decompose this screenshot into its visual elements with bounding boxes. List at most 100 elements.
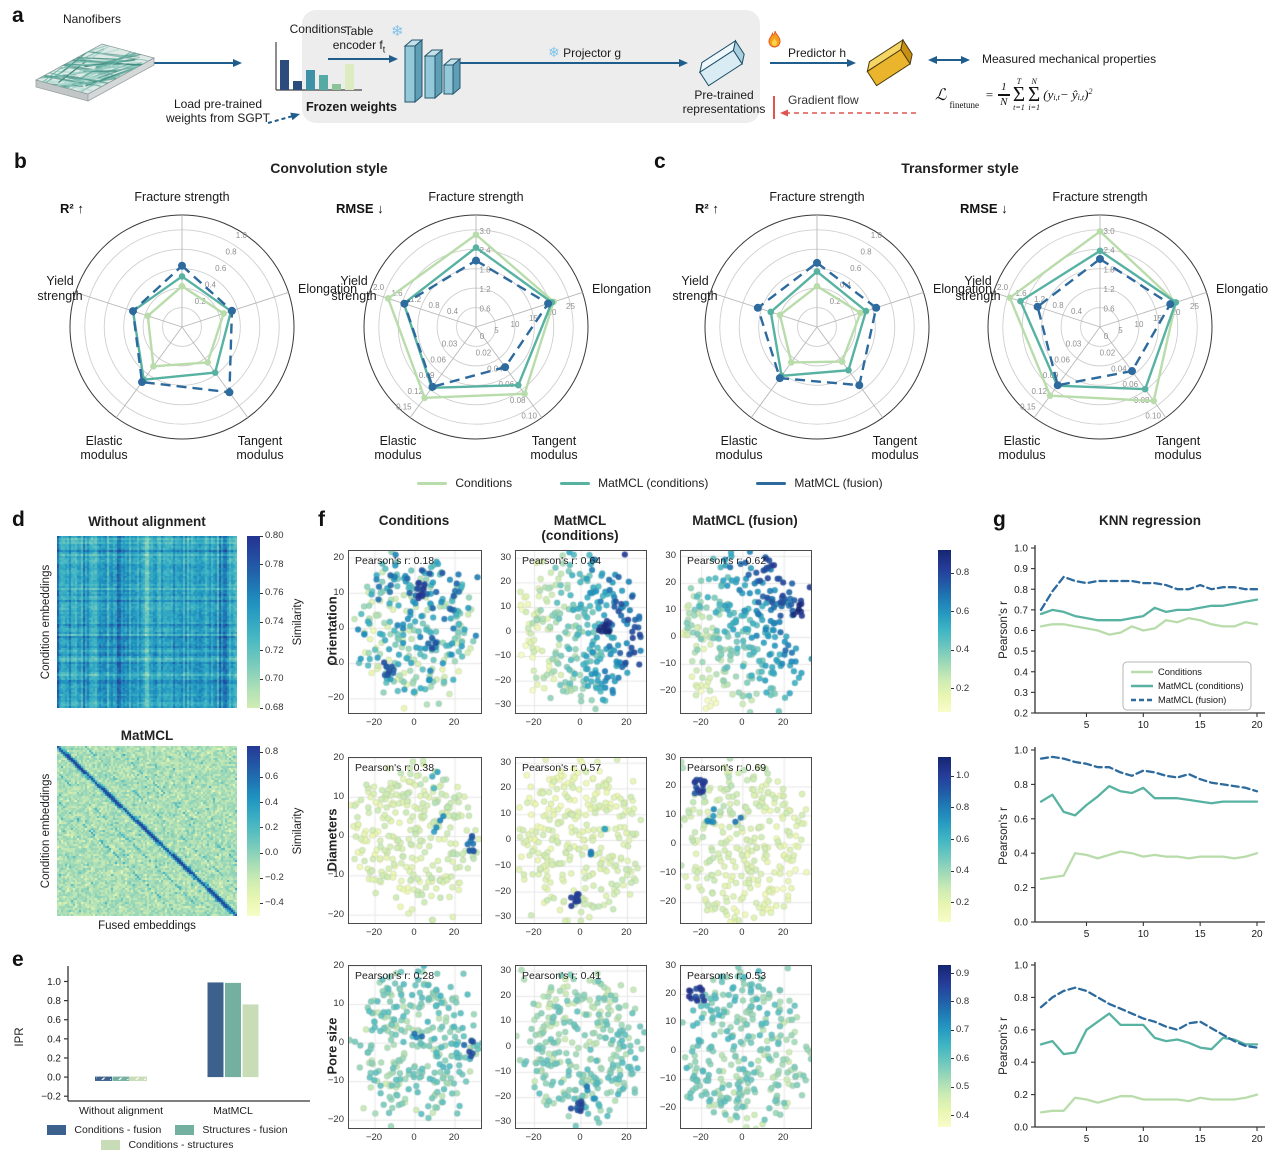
y-tick: 20	[665, 576, 676, 588]
panel-b-label: b	[14, 150, 27, 173]
y-tick: 10	[500, 1015, 511, 1027]
chart-text: 0.08	[510, 396, 526, 405]
scatter-plot: Pearson's r: 0.38 20 10 0 −10 −20 −20 0 20	[308, 743, 486, 942]
y-tick: 20	[665, 987, 676, 999]
chart-text: 0.8	[1014, 993, 1028, 1004]
chart-text: 0.15	[1020, 403, 1036, 412]
chart-text: Fracture strength	[428, 190, 523, 204]
chart-text: 20	[1251, 720, 1263, 731]
y-tick: 20	[333, 959, 344, 971]
chart-text: 15	[1195, 720, 1207, 731]
x-tick: 20	[621, 1132, 632, 1143]
legend-swatch-conditions-fusion	[47, 1125, 67, 1135]
predictor-label: Predictor h	[788, 46, 847, 60]
legend-item: Structures - fusion	[175, 1124, 288, 1136]
y-tick: 20	[665, 780, 676, 792]
panel-c-label: c	[654, 150, 666, 173]
scatter-plot: Pearson's r: 0.53 30 20 10 0 −10 −20 −20 0 20	[640, 951, 816, 1147]
chart-text: 1.2	[410, 295, 422, 304]
chart-text: 0.6	[1103, 305, 1115, 314]
scatter-canvas	[680, 550, 812, 714]
x-tick: 20	[448, 1132, 460, 1143]
x-tick: 0	[577, 1132, 583, 1143]
chart-text: 0.10	[1145, 412, 1161, 421]
legend-swatch-structures-fusion	[175, 1125, 195, 1135]
x-tick: 0	[739, 927, 745, 938]
scatter-col-title-matmcl-fusion: MatMCL (fusion)	[692, 513, 798, 528]
x-tick: 20	[777, 927, 789, 938]
chart-text: Elastic	[1004, 434, 1041, 448]
chart-text: 2.4	[1103, 246, 1115, 255]
chart-text: 10	[1138, 929, 1150, 940]
chart-text: 0.6	[1014, 626, 1028, 637]
pearson-r-label: Pearson's r: 0.38	[355, 762, 435, 774]
x-tick: 20	[448, 717, 460, 728]
radar-chart-convolution-rmse: RMSE ↓ Fracture strength Elongation Tangent…	[331, 190, 651, 462]
chart-text: Tangent	[238, 434, 283, 448]
y-tick: 10	[500, 600, 511, 612]
chart-text: 20	[1251, 929, 1263, 940]
chart-text: Yield	[964, 274, 991, 288]
chart-text: strength	[955, 289, 1000, 303]
chart-text: 0.03	[442, 340, 458, 349]
knn-line-chart-diameters: 1.0 0.8 0.6 0.4 0.2 0.0 5 10 15 20	[1014, 746, 1265, 940]
legend-label: MatMCL (conditions)	[598, 476, 709, 490]
legend-label: Conditions - fusion	[74, 1124, 162, 1136]
colorbar-tick: −0.4	[265, 897, 284, 909]
colorbar-tick: 0.7	[956, 1024, 970, 1036]
colorbar-tick: 0.6	[956, 833, 970, 845]
chart-text: 0.2	[830, 297, 842, 306]
chart-text: 0.2	[1014, 1090, 1028, 1101]
chart-text: 0.9	[1014, 564, 1028, 575]
colorbar-tick: 0.9	[956, 967, 970, 979]
scatter-colorbar: 0.9 0.8 0.7 0.6 0.5 0.4	[938, 965, 984, 1127]
x-tick: 0	[411, 717, 417, 728]
scatter-plot: Pearson's r: 0.18 20 10 0 −10 −20 −20 0 20	[308, 536, 486, 732]
x-tick: 0	[739, 717, 745, 728]
y-tick: 0	[670, 1044, 676, 1056]
chart-text: Elongation	[1216, 282, 1269, 296]
colorbar-tick: 0.2	[956, 896, 970, 908]
y-tick: −20	[327, 1113, 344, 1125]
x-tick: 20	[621, 717, 632, 728]
y-tick: −20	[327, 908, 344, 920]
pretrained-representation-block	[699, 39, 745, 87]
flow-arrows	[150, 55, 970, 124]
chart-text: modulus	[80, 448, 127, 462]
scatter-canvas	[515, 757, 647, 924]
chart-text: 0.6	[1014, 814, 1028, 825]
pearson-r-label: Pearson's r: 0.41	[522, 970, 602, 982]
colorbar-tick: 0.4	[956, 1109, 970, 1121]
x-tick: 0	[739, 1132, 745, 1143]
chart-text: Yield	[340, 274, 367, 288]
chart-text: strength	[672, 289, 717, 303]
chart-text: 0.2	[195, 297, 207, 306]
y-tick: −10	[659, 1073, 676, 1085]
chart-text: 0.12	[407, 387, 423, 396]
colorbar-tick: 0.78	[265, 558, 284, 570]
chart-text: modulus	[236, 448, 283, 462]
chart-text: 0.2	[1014, 709, 1028, 720]
chart-text: 1.6	[1015, 289, 1027, 298]
legend-item: Conditions - structures	[101, 1139, 234, 1151]
y-tick: −10	[494, 859, 511, 871]
y-tick: −20	[327, 692, 344, 704]
chart-text: 0.06	[430, 355, 446, 364]
pearson-r-label: Pearson's r: 0.28	[355, 970, 435, 982]
y-tick: 20	[500, 576, 511, 588]
chart-text: 5	[1084, 929, 1090, 940]
chart-text: Yield	[46, 274, 73, 288]
chart-text: 3.0	[1103, 227, 1115, 236]
chart-text: 10	[1135, 320, 1144, 329]
chart-text: 10	[1138, 1134, 1150, 1145]
chart-text: 0.06	[1122, 380, 1138, 389]
chart-text: 2.0	[997, 283, 1009, 292]
chart-text: −0.2	[41, 1092, 61, 1103]
chart-text: 10	[1138, 720, 1150, 731]
y-tick: 20	[500, 989, 511, 1001]
pearson-r-label: Pearson's r: 0.62	[687, 555, 767, 567]
scatter-canvas	[680, 757, 812, 924]
x-tick: 20	[777, 1132, 789, 1143]
colorbar-tick: 0.4	[265, 796, 279, 808]
colorbar-tick: 0.80	[265, 530, 284, 541]
